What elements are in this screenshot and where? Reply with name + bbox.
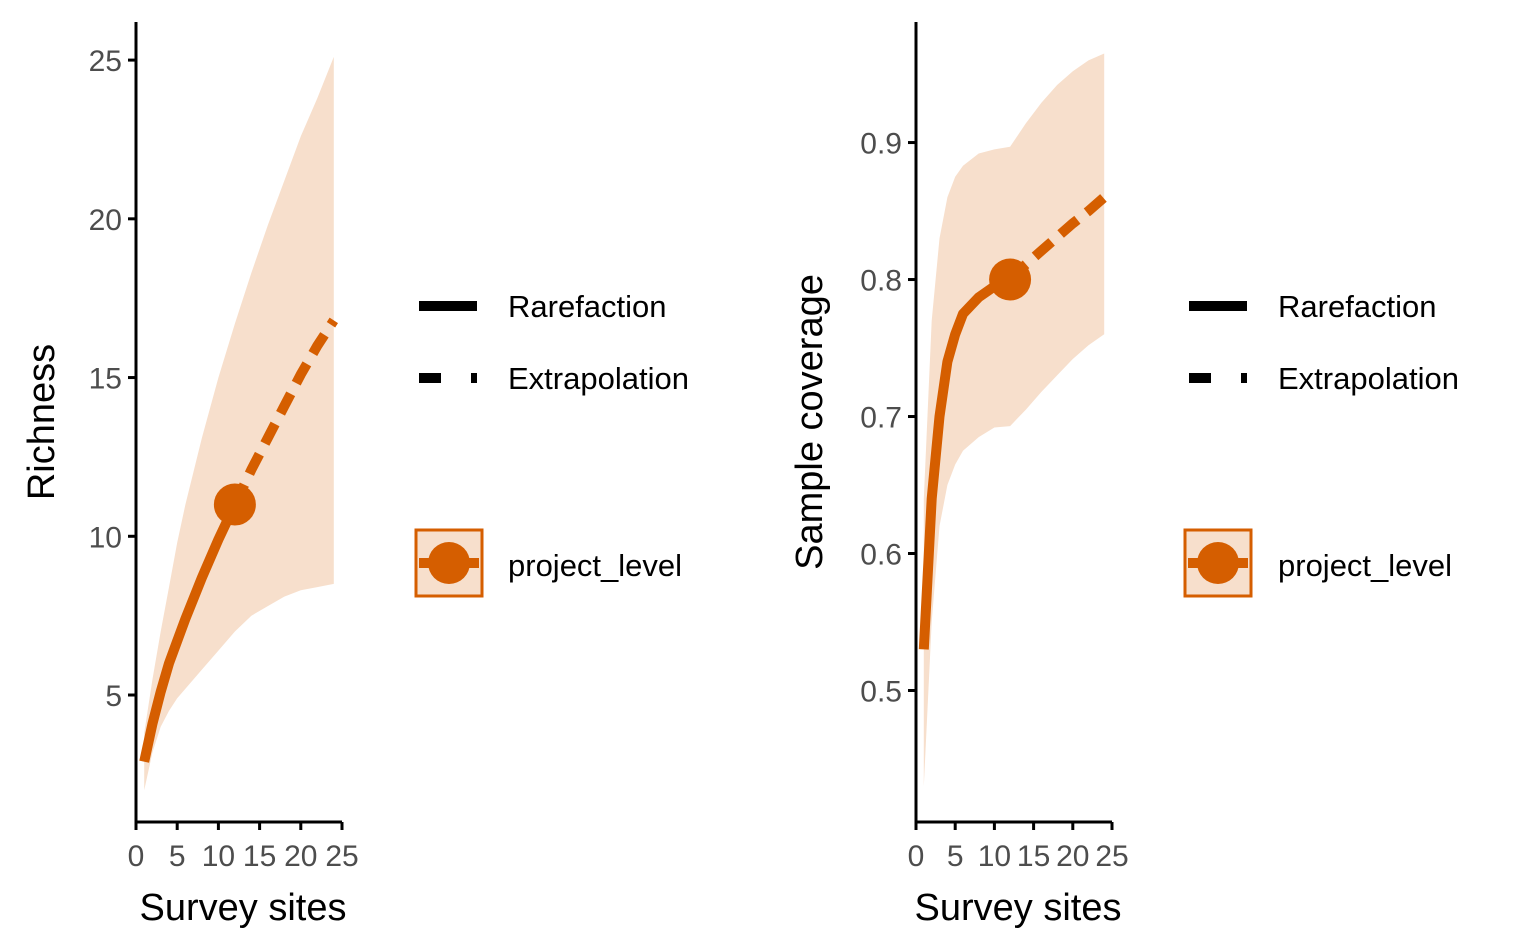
extrapolation-legend-label: Extrapolation — [1278, 361, 1459, 396]
y-tick-label: 0.6 — [860, 539, 902, 572]
x-tick-label: 10 — [202, 840, 235, 873]
project-level-legend-point — [428, 542, 470, 584]
y-tick-label: 0.5 — [860, 675, 902, 708]
y-tick-label: 25 — [89, 45, 122, 78]
coverage-x-axis-title: Survey sites — [915, 887, 1122, 929]
richness-observed-point — [213, 483, 256, 526]
project-level-legend-point — [1197, 542, 1239, 584]
richness-x-ticks: 0 5 10 15 20 25 — [128, 822, 359, 873]
y-tick-label: 15 — [89, 363, 122, 396]
richness-legend: Rarefaction Extrapolation project_level — [414, 289, 689, 598]
coverage-y-ticks: 0.5 0.6 0.7 0.8 0.9 — [860, 128, 916, 708]
y-tick-label: 20 — [89, 204, 122, 237]
y-tick-label: 0.9 — [860, 128, 902, 161]
y-tick-label: 10 — [89, 521, 122, 554]
x-tick-label: 0 — [128, 840, 145, 873]
x-tick-label: 25 — [1095, 840, 1128, 873]
extrapolation-legend-label: Extrapolation — [508, 361, 689, 396]
coverage-rarefaction-line — [918, 274, 1013, 650]
x-tick-label: 5 — [947, 840, 964, 873]
coverage-legend: Rarefaction Extrapolation project_level — [1183, 289, 1459, 598]
coverage-observed-point — [989, 258, 1032, 301]
x-tick-label: 0 — [908, 840, 925, 873]
y-tick-label: 0.7 — [860, 402, 902, 435]
richness-y-ticks: 5 10 15 20 25 — [89, 45, 136, 713]
x-tick-label: 5 — [169, 840, 186, 873]
richness-extrapolation-line — [230, 317, 338, 507]
richness-x-axis-title: Survey sites — [140, 887, 347, 929]
x-tick-label: 20 — [284, 840, 317, 873]
coverage-x-ticks: 0 5 10 15 20 25 — [908, 822, 1129, 873]
richness-confidence-band — [144, 56, 334, 791]
coverage-y-axis-title: Sample coverage — [789, 274, 831, 570]
rarefaction-legend-label: Rarefaction — [1278, 289, 1437, 324]
project-level-legend-label: project_level — [508, 548, 682, 583]
x-tick-label: 10 — [978, 840, 1011, 873]
x-tick-label: 20 — [1056, 840, 1089, 873]
coverage-extrapolation-line — [1006, 193, 1108, 284]
y-tick-label: 0.8 — [860, 265, 902, 298]
x-tick-label: 15 — [243, 840, 276, 873]
project-level-legend-label: project_level — [1278, 548, 1452, 583]
richness-rarefaction-line — [139, 502, 240, 763]
coverage-confidence-band — [923, 53, 1105, 787]
rarefaction-legend-label: Rarefaction — [508, 289, 667, 324]
richness-y-axis-title: Richness — [21, 344, 63, 500]
x-tick-label: 15 — [1017, 840, 1050, 873]
x-tick-label: 25 — [325, 840, 358, 873]
coverage-panel: 0 5 10 15 20 25 0.50.60.70.80.9 Survey sites … — [789, 22, 1129, 929]
y-tick-label: 5 — [105, 680, 122, 713]
